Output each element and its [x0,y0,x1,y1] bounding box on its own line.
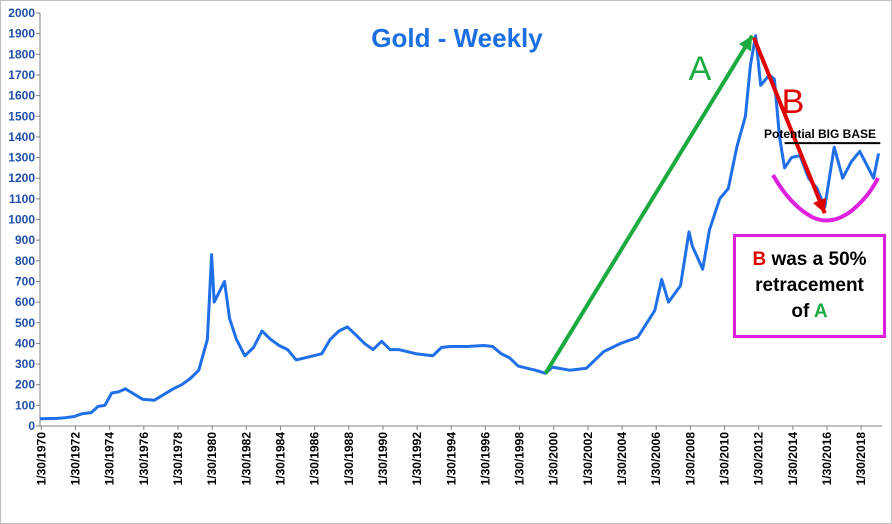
wave-b-arrowhead [813,197,827,214]
y-tick-label: 1300 [8,151,35,165]
note-line-3: of A [791,299,827,325]
note-text-1: was a 50% [766,249,867,270]
x-tick-label: 1/30/1996 [478,432,492,486]
x-tick-label: 1/30/1986 [308,432,322,486]
y-tick-label: 400 [15,336,35,350]
y-tick-label: 1900 [8,27,35,41]
y-tick-label: 600 [15,295,35,309]
note-wave-b: B [752,249,767,270]
note-wave-a: A [813,301,828,322]
wave-b-arrow-shaft [752,37,827,215]
x-tick-label: 1/30/1980 [205,432,219,486]
note-line-2: retracement [755,275,864,296]
x-tick-label: 1/30/1978 [171,432,185,486]
y-tick-label: 1500 [8,109,35,123]
x-tick-label: 1/30/2014 [786,432,800,486]
y-tick-label: 1600 [8,89,35,103]
y-axis-ticks: 0 100 200 300 400 500 600 700 800 900 1000 1100 1200… [8,6,40,433]
x-tick-label: 1/30/2008 [683,432,697,486]
wave-a-label: A [689,50,712,88]
x-tick-label: 1/30/1974 [103,432,117,486]
wave-b-label: B [782,83,805,121]
retracement-note-box: B was a 50% retracement of A [733,234,886,338]
y-tick-label: 700 [15,274,35,288]
x-tick-label: 1/30/1988 [342,432,356,486]
y-tick-label: 1800 [8,47,35,61]
y-tick-label: 900 [15,233,35,247]
y-tick-label: 1000 [8,213,35,227]
x-tick-label: 1/30/1970 [34,432,48,486]
x-tick-label: 1/30/1982 [239,432,253,486]
y-tick-label: 1200 [8,171,35,185]
y-tick-label: 500 [15,316,35,330]
axes [39,13,882,427]
y-tick-label: 100 [15,398,35,412]
y-tick-label: 800 [15,254,35,268]
y-tick-label: 1100 [9,192,35,206]
note-line-1: B was a 50% [752,247,866,273]
note-text-3: of [791,301,814,322]
base-arc [771,174,880,223]
x-tick-label: 1/30/2016 [820,432,834,486]
x-tick-label: 1/30/1998 [513,432,527,486]
y-tick-label: 300 [15,357,35,371]
x-tick-label: 1/30/2010 [718,432,732,486]
y-tick-label: 1700 [8,68,35,82]
x-tick-label: 1/30/2006 [649,432,663,486]
wave-a-arrowhead [738,35,753,52]
x-tick-label: 1/30/1990 [376,432,390,486]
y-tick-label: 2000 [8,6,35,20]
wave-a-arrow-shaft [543,34,754,375]
x-tick-label: 1/30/1976 [137,432,151,486]
x-tick-label: 1/30/2012 [752,432,766,486]
gold-price-line [39,34,881,421]
x-tick-label: 1/30/1994 [444,432,458,486]
annotations: A B Potential BIG BASE [543,34,881,375]
chart-title: Gold - Weekly [371,23,543,53]
x-axis-ticks: 1/30/1970 1/30/1972 1/30/1974 1/30/1976 1/30… [34,426,868,485]
y-tick-label: 200 [15,378,35,392]
x-tick-label: 1/30/2018 [854,432,868,486]
x-tick-label: 1/30/2002 [581,432,595,486]
x-tick-label: 1/30/1972 [69,432,83,486]
x-tick-label: 1/30/1984 [273,432,287,486]
x-tick-label: 1/30/2004 [615,432,629,486]
big-base-label: Potential BIG BASE [764,127,876,141]
x-tick-label: 1/30/2000 [547,432,561,486]
x-tick-label: 1/30/1992 [410,432,424,486]
y-tick-label: 0 [28,419,35,433]
y-tick-label: 1400 [8,130,35,144]
